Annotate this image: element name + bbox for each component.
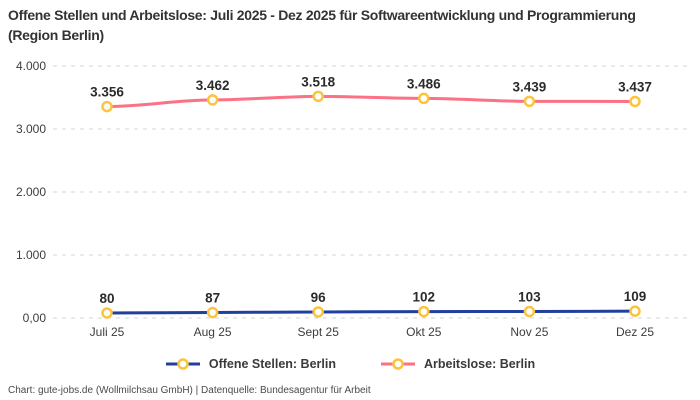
data-point-label: 109 [624, 289, 647, 304]
chart-footer: Chart: gute-jobs.de (Wollmilchsau GmbH) … [8, 385, 371, 396]
x-tick-label: Nov 25 [510, 325, 548, 339]
x-tick-label: Sept 25 [298, 325, 340, 339]
data-point-marker[interactable] [101, 100, 113, 113]
data-point-label: 3.437 [618, 79, 652, 94]
y-tick-label: 4.000 [16, 59, 46, 73]
data-point-label: 102 [413, 290, 436, 305]
data-point-marker[interactable] [312, 90, 324, 103]
data-point-marker[interactable] [523, 305, 536, 318]
data-point-marker[interactable] [523, 95, 536, 108]
y-tick-label: 2.000 [16, 185, 46, 199]
line-chart: 0,00 1.000 2.000 3.000 4.000 Juli 25 Aug 25 Sep… [16, 59, 690, 339]
legend-label: Arbeitslose: Berlin [423, 357, 536, 371]
data-point-label: 80 [99, 291, 114, 306]
legend-item-arbeitslose[interactable]: Arbeitslose: Berlin [380, 357, 535, 371]
legend-label: Offene Stellen: Berlin [208, 357, 336, 371]
data-point-marker[interactable] [206, 306, 219, 319]
data-point-marker[interactable] [629, 95, 641, 108]
data-point-label: 3.462 [196, 78, 230, 93]
data-point-label: 103 [518, 290, 541, 305]
data-point-marker[interactable] [312, 306, 324, 318]
x-tick-label: Juli 25 [90, 325, 125, 339]
y-tick-label: 1.000 [16, 248, 46, 262]
data-point-marker[interactable] [418, 92, 430, 105]
data-point-label: 87 [205, 291, 220, 306]
data-point-marker[interactable] [206, 94, 219, 106]
x-tick-label: Aug 25 [194, 325, 232, 339]
data-point-label: 3.518 [301, 74, 335, 89]
legend-line-icon [165, 358, 200, 370]
data-point-label: 3.486 [407, 76, 441, 91]
legend: Offene Stellen: Berlin Arbeitslose: Berl… [0, 353, 700, 375]
series-line-1 [105, 94, 637, 109]
data-point-marker[interactable] [629, 305, 641, 317]
data-point-label: 3.439 [513, 79, 547, 94]
data-point-label: 96 [311, 290, 327, 305]
y-tick-label: 0,00 [23, 311, 47, 325]
y-tick-label: 3.000 [16, 122, 46, 136]
data-point-marker[interactable] [101, 307, 113, 319]
chart-title: Offene Stellen und Arbeitslose: Juli 202… [8, 7, 636, 43]
legend-item-offene-stellen[interactable]: Offene Stellen: Berlin [165, 357, 336, 371]
legend-line-icon [380, 358, 415, 370]
series-line-0 [105, 309, 637, 315]
data-point-label: 3.356 [90, 85, 124, 100]
data-point-marker[interactable] [418, 305, 430, 318]
x-tick-label: Dez 25 [616, 325, 654, 339]
x-tick-label: Okt 25 [406, 325, 442, 339]
